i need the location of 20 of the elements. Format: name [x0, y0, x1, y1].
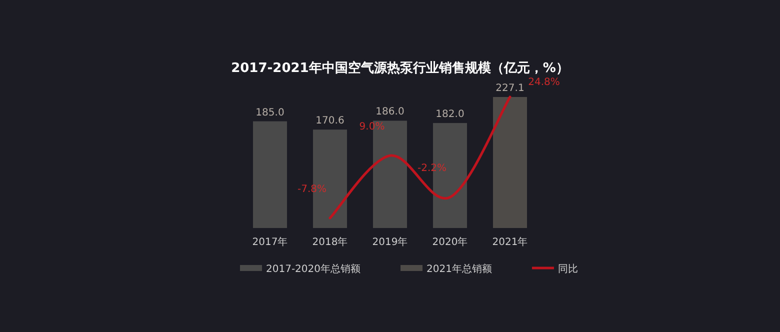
- data-label: 227.1: [496, 83, 524, 94]
- x-tick-label: 2019年: [372, 236, 408, 248]
- data-label: -7.8%: [297, 184, 327, 195]
- data-label: -2.2%: [417, 163, 447, 174]
- data-label: 186.0: [376, 106, 404, 118]
- data-label: 170.6: [316, 116, 344, 127]
- legend-label: 2021年总销额: [426, 263, 492, 275]
- bar: [253, 121, 287, 228]
- data-label: 24.8%: [528, 77, 560, 88]
- legend-label: 2017-2020年总销额: [266, 263, 361, 275]
- data-label: 9.0%: [359, 122, 385, 133]
- data-label: 182.0: [436, 109, 464, 120]
- x-tick-label: 2018年: [312, 236, 348, 248]
- x-tick-label: 2017年: [252, 236, 288, 248]
- x-tick-label: 2020年: [432, 236, 468, 248]
- legend-label: 同比: [558, 263, 578, 275]
- chart-title: 2017-2021年中国空气源热泵行业销售规模（亿元，%）: [231, 60, 569, 76]
- data-label: 185.0: [256, 107, 284, 118]
- bar: [493, 97, 527, 228]
- x-tick-label: 2021年: [492, 236, 528, 248]
